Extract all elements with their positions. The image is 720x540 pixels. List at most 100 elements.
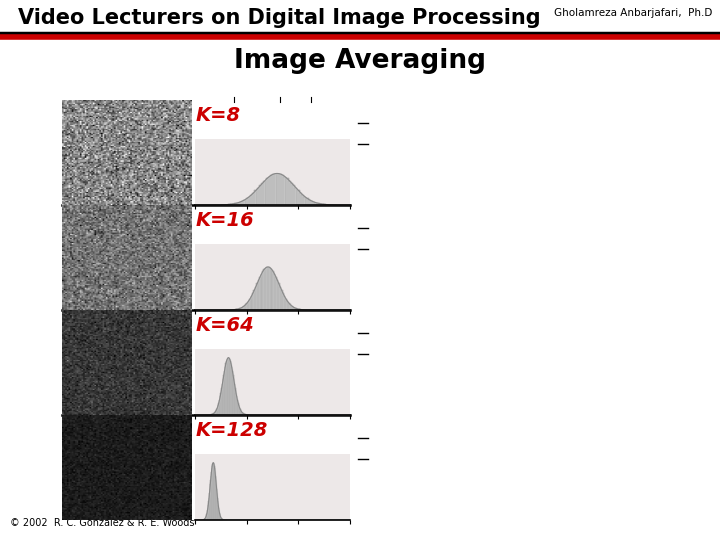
Bar xyxy=(281,175,284,205)
Bar xyxy=(258,280,260,310)
Bar xyxy=(269,268,271,310)
Bar xyxy=(238,406,239,415)
Bar xyxy=(278,284,279,310)
Bar xyxy=(250,195,253,205)
Bar xyxy=(275,276,276,310)
Bar xyxy=(219,400,220,415)
Bar xyxy=(252,293,254,310)
Bar xyxy=(239,308,241,310)
Bar xyxy=(282,293,284,310)
Bar xyxy=(217,406,219,415)
Bar xyxy=(237,400,238,415)
Bar xyxy=(265,268,267,310)
Text: Gholamreza Anbarjafari,  Ph.D: Gholamreza Anbarjafari, Ph.D xyxy=(554,8,712,18)
Bar xyxy=(289,305,291,310)
Bar xyxy=(229,359,230,415)
Bar xyxy=(231,367,232,415)
Bar xyxy=(232,204,235,205)
Bar xyxy=(266,178,269,205)
Bar xyxy=(239,202,242,205)
Bar xyxy=(226,361,227,415)
Bar xyxy=(290,183,293,205)
Bar xyxy=(261,183,264,205)
Bar xyxy=(294,188,297,205)
Bar xyxy=(255,287,257,310)
Bar xyxy=(223,375,224,415)
Text: K=16: K=16 xyxy=(196,211,255,230)
Bar xyxy=(281,290,282,310)
Bar xyxy=(233,380,234,415)
Bar xyxy=(232,370,233,415)
Bar xyxy=(259,185,262,205)
Bar xyxy=(252,193,256,205)
Bar xyxy=(216,409,217,415)
Bar xyxy=(235,393,236,415)
Bar xyxy=(244,414,245,415)
Bar xyxy=(227,359,228,415)
Bar xyxy=(268,267,270,310)
Bar xyxy=(297,191,300,205)
Bar xyxy=(241,201,244,205)
Text: © 2002  R. C. Gonzalez & R. E. Woods: © 2002 R. C. Gonzalez & R. E. Woods xyxy=(10,518,194,528)
Bar xyxy=(222,380,224,415)
Text: Image Averaging: Image Averaging xyxy=(234,48,486,74)
Bar xyxy=(249,299,251,310)
Bar xyxy=(240,308,243,310)
Bar xyxy=(276,280,278,310)
Bar xyxy=(294,308,297,310)
Bar xyxy=(274,173,277,205)
Bar xyxy=(264,180,266,205)
Bar xyxy=(310,201,313,205)
Bar xyxy=(235,203,238,205)
Bar xyxy=(215,412,216,415)
Bar xyxy=(246,198,248,205)
Bar xyxy=(288,180,291,205)
Text: K=64: K=64 xyxy=(196,316,255,335)
Bar xyxy=(237,202,240,205)
Bar xyxy=(251,296,253,310)
Bar xyxy=(270,175,273,205)
Bar xyxy=(292,307,294,310)
Bar xyxy=(241,412,242,415)
Bar xyxy=(217,408,218,415)
Bar xyxy=(312,202,315,205)
Bar xyxy=(218,403,220,415)
Bar xyxy=(272,271,274,310)
Bar xyxy=(235,309,237,310)
Bar xyxy=(315,202,318,205)
Bar xyxy=(243,200,246,205)
Bar xyxy=(243,306,246,310)
Bar xyxy=(248,301,250,310)
Bar xyxy=(264,269,266,310)
Bar xyxy=(268,177,271,205)
Bar xyxy=(266,267,269,310)
Bar xyxy=(274,274,275,310)
Bar xyxy=(256,284,258,310)
Bar xyxy=(303,197,307,205)
Bar xyxy=(261,274,263,310)
Bar xyxy=(248,197,251,205)
Bar xyxy=(288,303,289,310)
Bar xyxy=(213,414,215,415)
Bar xyxy=(236,396,237,415)
Bar xyxy=(319,204,322,205)
Bar xyxy=(245,305,247,310)
Bar xyxy=(228,357,229,415)
Bar xyxy=(230,363,231,415)
Bar xyxy=(215,411,217,415)
Bar xyxy=(220,393,222,415)
Bar xyxy=(212,414,213,415)
Bar xyxy=(286,178,289,205)
Text: K=8: K=8 xyxy=(196,106,241,125)
Bar xyxy=(287,301,288,310)
Bar xyxy=(323,204,326,205)
Bar xyxy=(301,195,304,205)
Bar xyxy=(291,306,292,310)
Bar xyxy=(243,414,244,415)
Bar xyxy=(276,173,279,205)
Bar xyxy=(272,174,275,205)
Bar xyxy=(307,200,311,205)
Bar xyxy=(271,269,272,310)
Bar xyxy=(253,290,256,310)
Bar xyxy=(284,296,285,310)
